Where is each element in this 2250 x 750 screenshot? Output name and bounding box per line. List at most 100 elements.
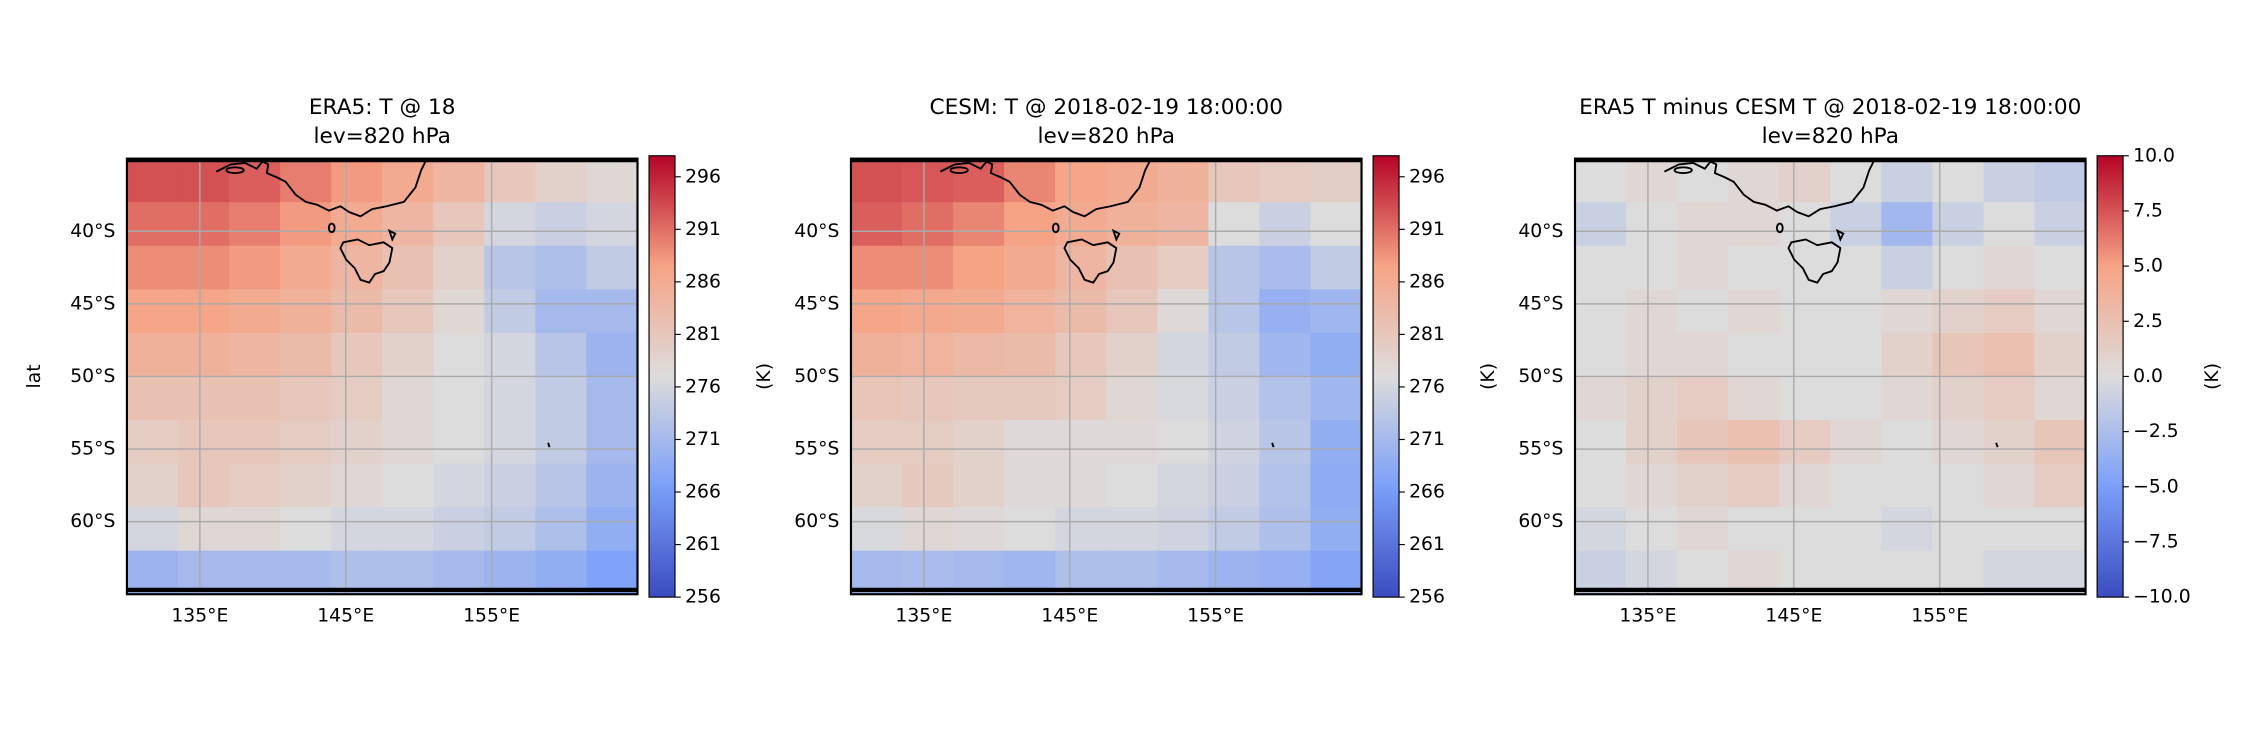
- x-tick-label: 155°E: [463, 605, 520, 626]
- y-tick-label: 55°S: [794, 439, 839, 460]
- cell: [1310, 202, 1362, 247]
- cell: [126, 289, 179, 334]
- cell: [229, 245, 281, 291]
- cell: [586, 463, 638, 508]
- x-tick-label: 155°E: [1187, 605, 1244, 626]
- cell: [331, 245, 383, 291]
- y-tick-label: 50°S: [794, 366, 839, 387]
- cell: [1932, 550, 1985, 595]
- cell: [1881, 420, 1934, 465]
- colorbar: [648, 155, 676, 598]
- cell: [1779, 420, 1832, 465]
- cell: [1004, 550, 1056, 595]
- cell: [382, 507, 434, 552]
- cell: [280, 332, 332, 378]
- cell: [586, 202, 638, 247]
- cell: [586, 420, 638, 465]
- cell: [2034, 420, 2086, 465]
- cell: [1157, 332, 1210, 378]
- cell: [1830, 202, 1883, 247]
- cell: [1830, 376, 1883, 421]
- colorbar-tick-label: −10.0: [2133, 587, 2190, 608]
- cell: [535, 420, 588, 465]
- chart-subtitle: lev=820 hPa: [314, 124, 451, 149]
- colorbar-tick-label: 271: [1409, 429, 1445, 450]
- heatmap-cells: [126, 158, 638, 595]
- cell: [586, 507, 638, 552]
- cell: [1932, 332, 1985, 378]
- cell: [382, 420, 434, 465]
- cell: [1626, 463, 1678, 508]
- cell: [1881, 332, 1934, 378]
- colorbar-tick-label: 256: [685, 587, 721, 608]
- cell: [902, 420, 954, 465]
- cell: [280, 158, 332, 203]
- cell: [1677, 550, 1729, 595]
- cell: [382, 550, 434, 595]
- cell: [1106, 376, 1159, 421]
- cell: [1575, 158, 1627, 203]
- cell: [1728, 289, 1780, 334]
- cell: [535, 332, 588, 378]
- cell: [1728, 158, 1780, 203]
- cell: [177, 376, 230, 421]
- cell: [382, 376, 434, 421]
- cell: [280, 202, 332, 247]
- y-tick-label: 45°S: [70, 293, 115, 314]
- chart-title: ERA5 T minus CESM T @ 2018-02-19 18:00:0…: [1579, 95, 2081, 120]
- cell: [1259, 550, 1312, 595]
- cell: [1575, 507, 1627, 552]
- cell: [1983, 158, 2036, 203]
- cell: [1779, 158, 1832, 203]
- cell: [902, 289, 954, 334]
- colorbar-tick-label: 7.5: [2133, 200, 2163, 221]
- cell: [484, 420, 537, 465]
- cell: [1626, 289, 1678, 334]
- cell: [229, 376, 281, 421]
- cell: [1157, 376, 1210, 421]
- cell: [1575, 376, 1627, 421]
- cell: [1677, 202, 1729, 247]
- cell: [229, 202, 281, 247]
- y-tick-label: 55°S: [70, 439, 115, 460]
- cell: [1932, 158, 1985, 203]
- cell: [1677, 289, 1729, 334]
- chart-subtitle: lev=820 hPa: [1038, 124, 1175, 149]
- cell: [1983, 332, 2036, 378]
- cell: [586, 158, 638, 203]
- chart-title: ERA5: T @ 18: [309, 95, 456, 120]
- cell: [433, 420, 486, 465]
- cell: [1055, 376, 1107, 421]
- cell: [1208, 463, 1261, 508]
- cell: [1626, 507, 1678, 552]
- cell: [1106, 245, 1159, 291]
- cell: [1157, 420, 1210, 465]
- colorbar-label: (K): [1478, 363, 1499, 390]
- cell: [1677, 245, 1729, 291]
- x-tick-label: 135°E: [895, 605, 952, 626]
- cell: [1055, 289, 1107, 334]
- cell: [331, 289, 383, 334]
- cell: [229, 420, 281, 465]
- colorbar-tick-label: 0.0: [2133, 366, 2163, 387]
- x-tick-label: 135°E: [171, 605, 228, 626]
- colorbar: [2096, 155, 2124, 598]
- y-tick-label: 40°S: [1518, 221, 1563, 242]
- cell: [1830, 245, 1883, 291]
- cell: [1259, 289, 1312, 334]
- cell: [177, 550, 230, 595]
- cell: [1259, 420, 1312, 465]
- cell: [535, 376, 588, 421]
- cell: [902, 550, 954, 595]
- chart-subtitle: lev=820 hPa: [1762, 124, 1899, 149]
- cell: [1004, 289, 1056, 334]
- cell: [1157, 202, 1210, 247]
- cell: [1830, 332, 1883, 378]
- cell: [1575, 202, 1627, 247]
- cell: [1259, 202, 1312, 247]
- x-tick-label: 135°E: [1619, 605, 1676, 626]
- cell: [1881, 550, 1934, 595]
- cell: [1208, 245, 1261, 291]
- y-tick-label: 55°S: [1518, 439, 1563, 460]
- cell: [953, 507, 1005, 552]
